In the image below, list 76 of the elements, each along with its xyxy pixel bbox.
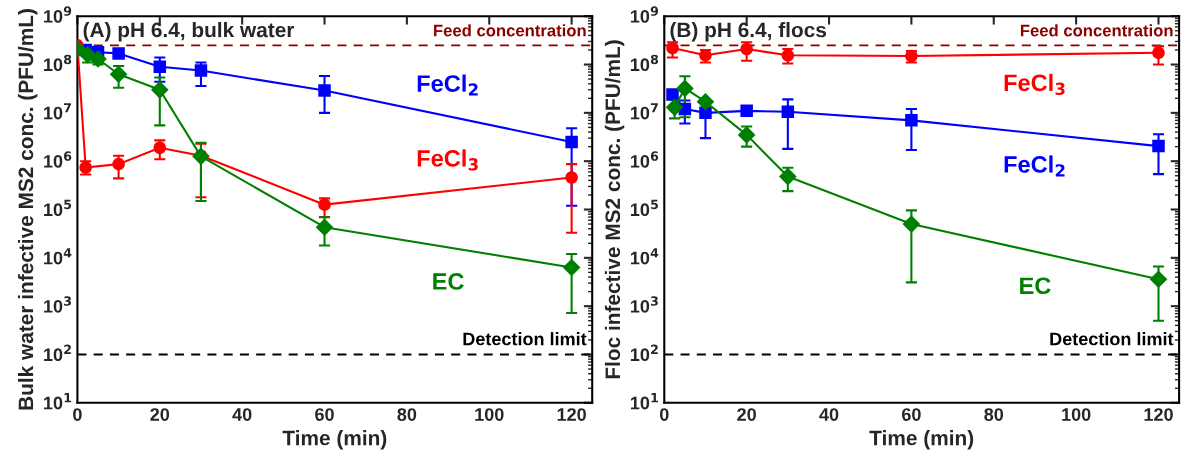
y-tick-label: 10$^{5}$ bbox=[630, 199, 658, 217]
x-tick-label: 20 bbox=[737, 408, 756, 421]
point bbox=[150, 80, 169, 99]
y-tick-label: 10$^{5}$ bbox=[44, 199, 72, 217]
y-tick-label: 10$^{6}$ bbox=[44, 151, 72, 168]
point bbox=[905, 114, 918, 127]
x-tick-label: 100 bbox=[475, 408, 504, 421]
x-tick-label: 40 bbox=[232, 408, 252, 421]
ref-line-label: Detection limit bbox=[1050, 332, 1174, 346]
point bbox=[318, 84, 331, 97]
y-tick-label: 10$^{7}$ bbox=[44, 103, 71, 120]
x-axis-title: Time (min) bbox=[869, 430, 974, 450]
point bbox=[315, 218, 334, 237]
y-tick-label: 10$^{2}$ bbox=[630, 344, 658, 362]
y-tick-label: 10$^{3}$ bbox=[44, 296, 71, 313]
ref-line-label: Feed concentration bbox=[1020, 24, 1173, 37]
point bbox=[192, 147, 210, 166]
series-label: FeCl$_{2}$ bbox=[1004, 155, 1065, 177]
point bbox=[696, 92, 715, 111]
ref-line-label: Feed concentration bbox=[434, 24, 586, 37]
series-label: FeCl$_{3}$ bbox=[1004, 73, 1065, 96]
y-tick-label: 10$^{4}$ bbox=[44, 248, 72, 265]
point bbox=[902, 215, 921, 233]
y-tick-label: 10$^{1}$ bbox=[630, 393, 658, 410]
x-tick-label: 0 bbox=[73, 408, 82, 421]
point bbox=[318, 198, 331, 211]
point bbox=[676, 79, 694, 98]
point bbox=[1152, 139, 1165, 153]
y-tick-label: 10$^{6}$ bbox=[630, 151, 659, 168]
series-label: FeCl$_{2}$ bbox=[417, 74, 478, 96]
point bbox=[565, 135, 578, 149]
point bbox=[565, 171, 578, 184]
y-tick-label: 10$^{3}$ bbox=[630, 296, 658, 313]
point bbox=[740, 104, 753, 118]
y-tick-label: 10$^{8}$ bbox=[630, 54, 659, 72]
point bbox=[740, 42, 753, 56]
point bbox=[737, 126, 756, 144]
ref-line-label: Detection limit bbox=[463, 332, 587, 346]
y-axis-title: Floc infective MS2 conc. (PFU/mL) bbox=[604, 40, 625, 379]
x-tick-label: 0 bbox=[659, 408, 669, 421]
point bbox=[666, 41, 679, 55]
y-tick-label: 10$^{8}$ bbox=[44, 54, 72, 72]
x-tick-label: 80 bbox=[397, 408, 417, 421]
series-label: FeCl$_{3}$ bbox=[417, 149, 478, 171]
y-tick-label: 10$^{2}$ bbox=[44, 344, 71, 362]
y-tick-label: 10$^{9}$ bbox=[44, 6, 72, 23]
point bbox=[153, 60, 167, 73]
series-label: EC bbox=[433, 273, 464, 290]
x-axis-title: Time (min) bbox=[282, 430, 387, 450]
x-tick-label: 120 bbox=[557, 408, 586, 421]
point bbox=[194, 64, 208, 77]
point bbox=[112, 47, 125, 60]
x-tick-label: 80 bbox=[984, 408, 1004, 421]
point bbox=[666, 88, 679, 101]
x-tick-label: 120 bbox=[1144, 408, 1173, 421]
point bbox=[109, 65, 128, 84]
point bbox=[562, 258, 581, 277]
point bbox=[153, 141, 167, 154]
series-label: EC bbox=[1020, 277, 1051, 295]
y-tick-label: 10$^{1}$ bbox=[44, 393, 72, 410]
chart-title: (A) pH 6.4, bulk water bbox=[83, 22, 295, 42]
point bbox=[1149, 270, 1168, 289]
point bbox=[112, 157, 125, 171]
point bbox=[779, 167, 797, 186]
y-tick-label: 10$^{4}$ bbox=[630, 248, 659, 265]
chart-title: (B) pH 6.4, flocs bbox=[670, 22, 827, 42]
point bbox=[1152, 46, 1165, 60]
y-axis-title: Bulk water infective MS2 conc. (PFU/mL) bbox=[17, 9, 38, 410]
x-tick-label: 20 bbox=[150, 408, 170, 421]
point bbox=[781, 105, 795, 119]
x-tick-label: 100 bbox=[1062, 408, 1091, 421]
y-tick-label: 10$^{7}$ bbox=[630, 103, 658, 120]
x-tick-label: 60 bbox=[315, 408, 334, 421]
y-tick-label: 10$^{9}$ bbox=[630, 6, 659, 23]
x-tick-label: 40 bbox=[819, 408, 839, 421]
x-tick-label: 60 bbox=[902, 408, 921, 421]
